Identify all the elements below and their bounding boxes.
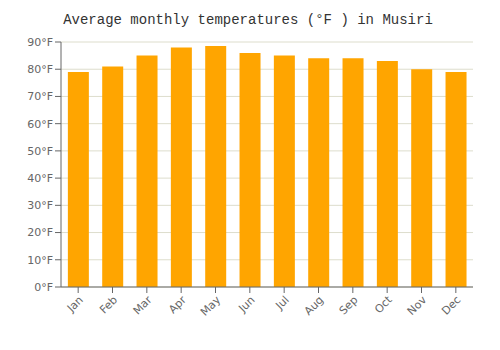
svg-text:Oct: Oct	[372, 293, 395, 316]
svg-text:May: May	[198, 293, 224, 319]
svg-text:50°F: 50°F	[27, 145, 53, 158]
svg-text:60°F: 60°F	[27, 118, 53, 131]
svg-text:30°F: 30°F	[27, 199, 53, 212]
svg-text:Sep: Sep	[337, 293, 361, 317]
html-text:Average monthly temperatures (: Average monthly temperatures (°F ) in Mu…	[63, 12, 433, 28]
svg-text:Jan: Jan	[64, 293, 86, 315]
svg-text:Jun: Jun	[235, 293, 257, 315]
svg-text:Apr: Apr	[166, 293, 189, 316]
svg-text:80°F: 80°F	[27, 63, 53, 76]
svg-text:Nov: Nov	[405, 293, 430, 318]
svg-text:0°F: 0°F	[34, 281, 53, 294]
svg-text:70°F: 70°F	[27, 90, 53, 103]
svg-text:20°F: 20°F	[27, 226, 53, 239]
svg-text:Dec: Dec	[439, 293, 463, 317]
svg-text:40°F: 40°F	[27, 172, 53, 185]
svg-text:10°F: 10°F	[27, 254, 53, 267]
svg-text:Feb: Feb	[97, 293, 120, 316]
svg-text:Aug: Aug	[302, 293, 326, 317]
svg-text:Jul: Jul	[273, 293, 292, 312]
svg-text:Mar: Mar	[131, 293, 155, 317]
svg-text:90°F: 90°F	[27, 36, 53, 49]
